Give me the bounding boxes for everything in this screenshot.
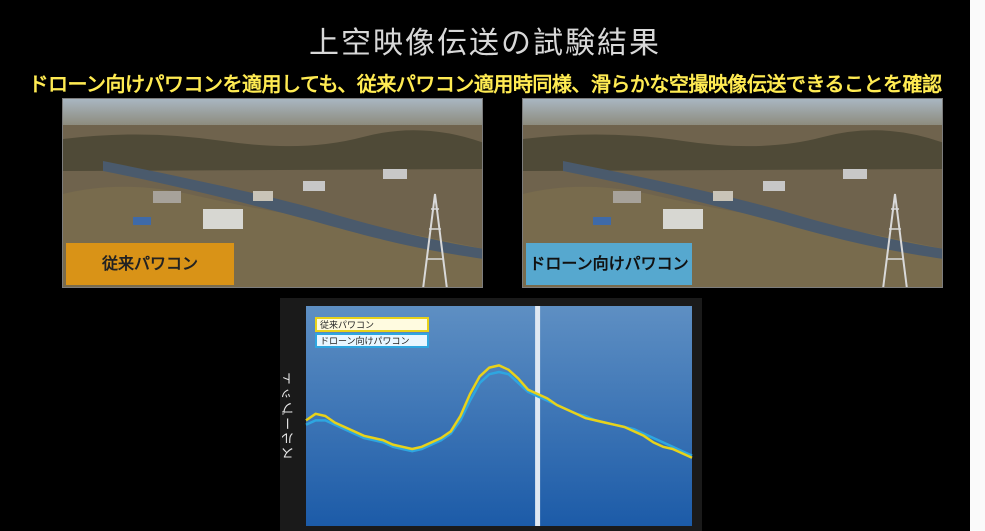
page-scrollbar[interactable] bbox=[970, 0, 985, 531]
legend-box-drone bbox=[315, 333, 429, 348]
label-conventional-pcs: 従来パワコン bbox=[66, 243, 234, 285]
time-marker-line bbox=[535, 306, 541, 526]
legend-box-conventional bbox=[315, 317, 429, 332]
legend: 従来パワコン ドローン向けパワコン bbox=[315, 317, 429, 348]
series-line-conventional bbox=[305, 364, 693, 459]
legend-label-drone: ドローン向けパワコン bbox=[320, 335, 410, 347]
y-axis-label: スループット bbox=[282, 370, 297, 460]
aerial-photo-drone bbox=[522, 98, 943, 288]
slide-title: 上空映像伝送の試験結果 bbox=[309, 26, 661, 61]
throughput-chart-panel: 従来パワコン ドローン向けパワコン bbox=[280, 298, 702, 531]
label-drone-pcs: ドローン向けパワコン bbox=[526, 243, 692, 285]
slide-subtitle: ドローン向けパワコンを適用しても、従来パワコン適用時同様、滑らかな空撮映像伝送で… bbox=[28, 72, 942, 96]
legend-label-conventional: 従来パワコン bbox=[320, 319, 374, 331]
throughput-chart: 従来パワコン ドローン向けパワコン bbox=[305, 306, 693, 526]
